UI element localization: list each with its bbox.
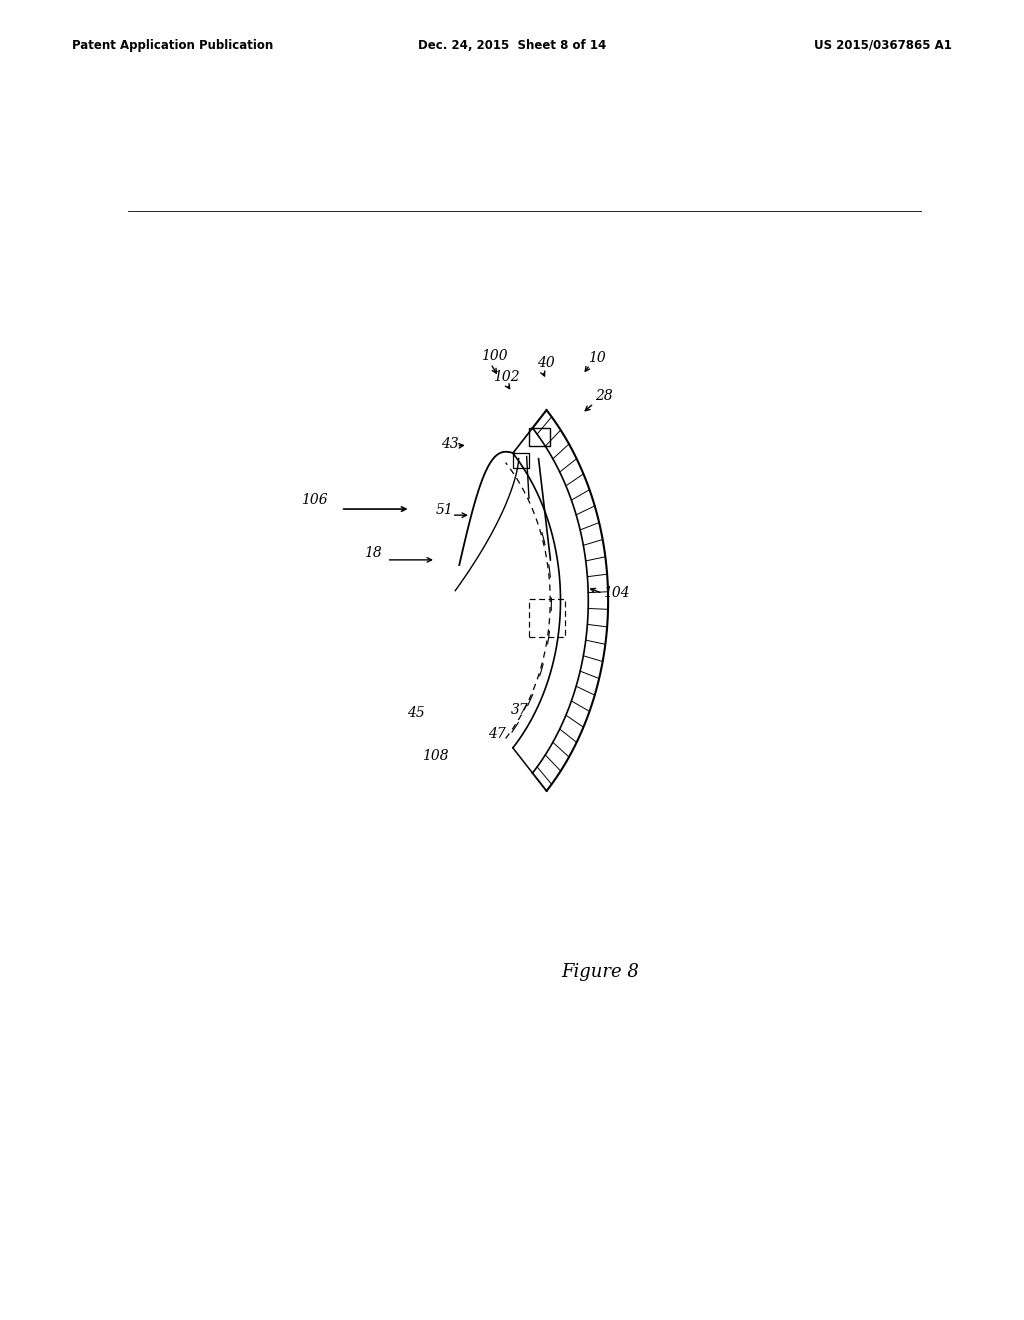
Text: 104: 104	[602, 586, 629, 601]
Text: 40: 40	[537, 356, 554, 370]
Text: 108: 108	[422, 750, 449, 763]
Text: 106: 106	[301, 492, 328, 507]
Text: 102: 102	[494, 370, 520, 384]
Text: 47: 47	[488, 727, 506, 741]
Text: Patent Application Publication: Patent Application Publication	[72, 38, 273, 51]
Text: 45: 45	[408, 706, 425, 721]
Text: 43: 43	[441, 437, 459, 451]
Text: 51: 51	[436, 503, 454, 517]
Text: 28: 28	[595, 389, 612, 404]
Text: 18: 18	[365, 546, 382, 560]
Text: US 2015/0367865 A1: US 2015/0367865 A1	[814, 38, 952, 51]
Text: Dec. 24, 2015  Sheet 8 of 14: Dec. 24, 2015 Sheet 8 of 14	[418, 38, 606, 51]
Text: 10: 10	[588, 351, 606, 364]
Text: 100: 100	[481, 348, 508, 363]
Text: Figure 8: Figure 8	[561, 962, 639, 981]
Text: 37: 37	[511, 704, 528, 717]
